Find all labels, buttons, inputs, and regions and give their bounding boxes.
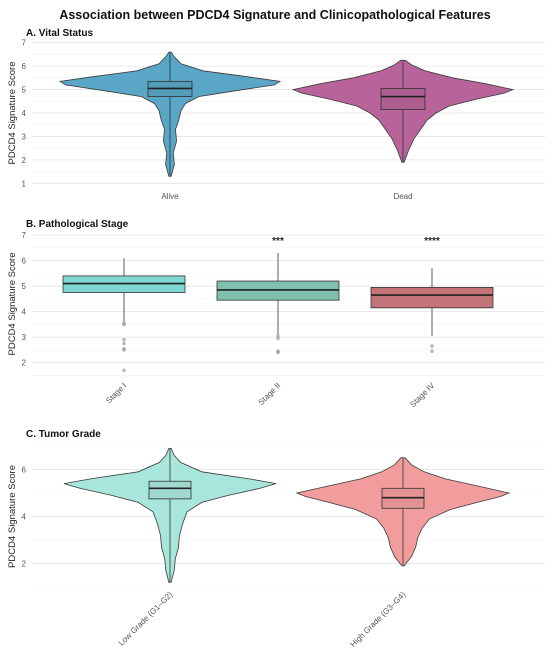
y-tick-label: 7 xyxy=(22,39,27,48)
significance-label: *** xyxy=(272,236,284,247)
y-tick-label: 6 xyxy=(22,257,27,266)
figure-title: Association between PDCD4 Signature and … xyxy=(59,8,490,22)
panel-title: A. Vital Status xyxy=(26,28,93,39)
panel-2: B. Pathological Stage 2 3 4 5 6 7 PDCD4 Signatu… xyxy=(7,219,545,409)
panel-title: C. Tumor Grade xyxy=(26,429,101,440)
x-tick-label: Low Grade (G1–G2) xyxy=(117,590,175,648)
outlier-point xyxy=(276,336,280,341)
x-tick-label: Stage II xyxy=(257,381,283,407)
group-1 xyxy=(291,59,515,163)
y-axis-label: PDCD4 Signature Score xyxy=(7,253,18,356)
x-tick-label: High Grade (G3–G4) xyxy=(349,590,408,649)
y-axis-label: PDCD4 Signature Score xyxy=(7,465,18,568)
outlier-point xyxy=(430,349,434,354)
outlier-point xyxy=(122,337,126,342)
panel-3: C. Tumor Grade 2 4 6 PDCD4 Signature Score Lo… xyxy=(7,429,545,649)
y-tick-label: 6 xyxy=(22,62,27,71)
box-iqr xyxy=(370,287,494,309)
outlier-point xyxy=(276,350,280,355)
outlier-point xyxy=(122,348,126,352)
panel-1: A. Vital Status 1 2 3 4 5 6 7 PDCD4 Signature Sc… xyxy=(7,28,545,201)
group-2: **** xyxy=(370,236,494,354)
box-shade xyxy=(149,481,191,499)
group-1: *** xyxy=(216,236,340,355)
y-tick-label: 2 xyxy=(22,560,27,569)
significance-label: **** xyxy=(424,236,440,247)
x-tick-label: Alive xyxy=(161,192,179,201)
y-tick-label: 2 xyxy=(22,359,27,368)
x-tick-label: Dead xyxy=(393,192,412,201)
y-tick-label: 4 xyxy=(22,513,27,522)
group-0 xyxy=(58,51,282,177)
y-tick-label: 2 xyxy=(22,156,27,165)
x-tick-label: Stage I xyxy=(104,381,128,405)
box-shade xyxy=(381,88,425,110)
box-iqr xyxy=(148,480,192,500)
box-iqr xyxy=(380,87,426,110)
y-tick-label: 4 xyxy=(22,109,27,118)
y-tick-label: 1 xyxy=(22,179,27,188)
group-0 xyxy=(63,448,277,583)
outlier-point xyxy=(122,322,126,327)
group-1 xyxy=(295,457,511,567)
outlier-point xyxy=(430,344,434,348)
outlier-point xyxy=(276,334,280,338)
outlier-point xyxy=(122,368,126,373)
group-0 xyxy=(62,258,186,373)
y-tick-label: 5 xyxy=(22,86,27,95)
y-tick-label: 4 xyxy=(22,308,27,317)
y-tick-label: 6 xyxy=(22,466,27,475)
y-tick-label: 5 xyxy=(22,282,27,291)
y-tick-label: 3 xyxy=(22,132,27,141)
y-tick-label: 3 xyxy=(22,333,27,342)
y-tick-label: 7 xyxy=(22,231,27,240)
y-axis-label: PDCD4 Signature Score xyxy=(7,62,18,165)
outlier-point xyxy=(122,341,126,346)
panel-title: B. Pathological Stage xyxy=(26,219,129,230)
x-tick-label: Stage IV xyxy=(408,381,437,410)
